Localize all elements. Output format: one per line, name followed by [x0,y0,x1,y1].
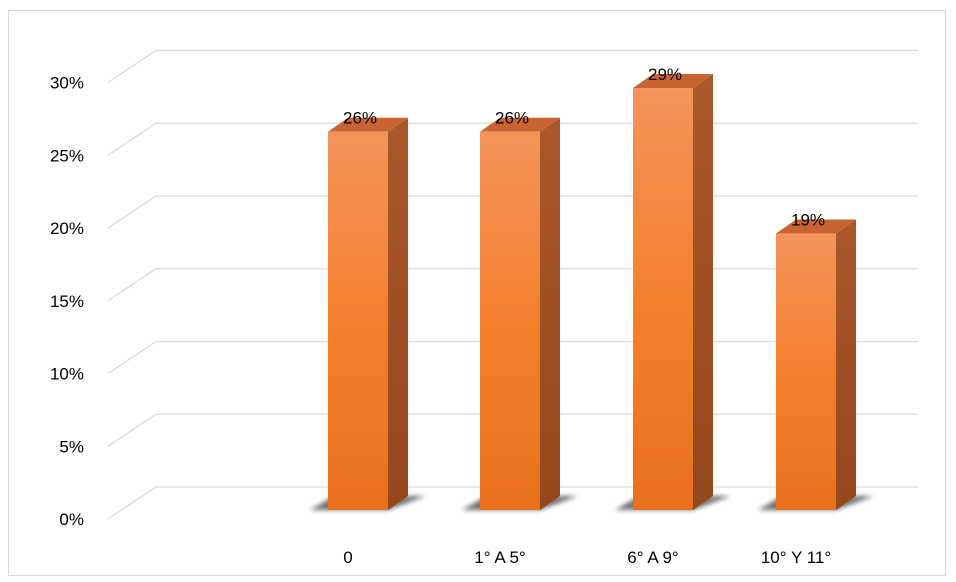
y-axis-ticks: 0% 5% 10% 15% 20% 25% 30% [50,74,84,530]
bar-side-face [693,74,713,511]
y-tick-label: 30% [50,74,84,93]
bar-top-face [776,219,856,234]
data-label: 29% [648,65,682,84]
bar-front-face [633,88,693,511]
bars: 26% 26% 29% 19% [310,65,874,511]
bar: 26% [310,109,426,510]
y-tick-label: 10% [50,365,84,384]
data-label: 26% [343,109,377,128]
bar-top-face [480,117,560,132]
bar-side-face [540,117,560,510]
x-tick-label: 10° Y 11° [761,548,831,567]
x-tick-label: 6° A 9° [627,548,678,567]
x-tick-label: 0 [343,548,352,567]
gridline [107,49,918,84]
y-tick-label: 20% [50,219,84,238]
y-tick-label: 5% [59,437,84,456]
y-tick-label: 0% [59,510,84,529]
bar-top-face [633,74,713,89]
data-label: 19% [791,211,825,230]
y-tick-label: 25% [50,146,84,165]
bar-front-face [328,131,388,510]
bar-front-face [776,233,836,511]
bar: 19% [758,211,874,511]
x-axis-ticks: 0 1° A 5° 6° A 9° 10° Y 11° [343,548,831,567]
x-tick-label: 1° A 5° [474,548,525,567]
bar-side-face [388,117,408,510]
bar-front-face [480,131,540,510]
bar-side-face [836,219,856,511]
bar: 29% [615,65,731,511]
bar-top-face [328,117,408,132]
bar: 26% [462,109,578,510]
y-tick-label: 15% [50,292,84,311]
data-label: 26% [495,109,529,128]
